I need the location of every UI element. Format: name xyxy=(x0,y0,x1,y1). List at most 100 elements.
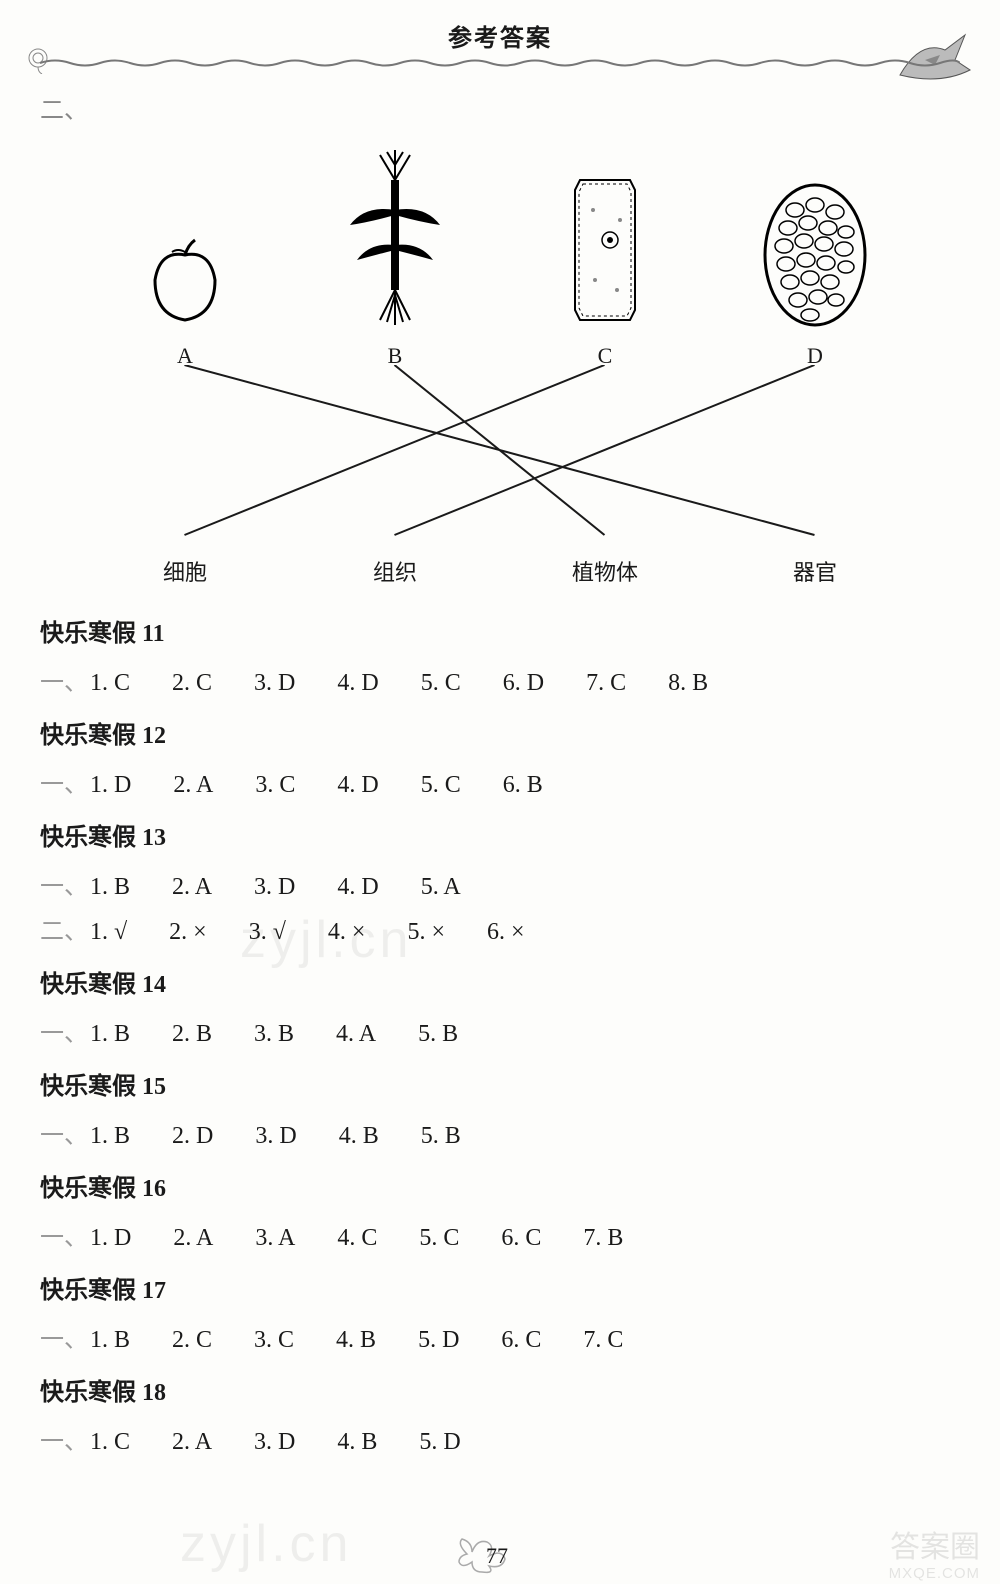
answer-row: 二、1. √2. ×3. √4. ×5. ×6. × xyxy=(40,911,960,946)
answer-item: 1. B xyxy=(90,1327,130,1354)
answer-item: 1. C xyxy=(90,1429,130,1456)
answer-block: 快乐寒假 12 一、1. D 2. A 3. C 4. D 5. C 6. B xyxy=(40,715,960,799)
page-header: 参考答案 xyxy=(40,10,960,80)
row-prefix: 一、 xyxy=(40,1319,88,1354)
answer-item: 2. A xyxy=(173,772,213,799)
answer-item: 3. D xyxy=(254,1429,295,1456)
row-prefix: 二、 xyxy=(40,911,88,946)
answer-row: 一、1. C 2. A 3. D 4. B 5. D xyxy=(40,1421,960,1456)
row-prefix: 一、 xyxy=(40,866,88,901)
answer-item: 1. B xyxy=(90,1021,130,1048)
answer-item: 2. × xyxy=(169,919,207,946)
answer-item: 4. D xyxy=(337,670,378,697)
answer-item: 1. C xyxy=(90,670,130,697)
answer-item: 3. D xyxy=(255,1123,296,1150)
answer-item: 2. C xyxy=(172,1327,212,1354)
answer-row: 一、1. B2. A3. D4. D5. A xyxy=(40,866,960,901)
row-prefix: 一、 xyxy=(40,764,88,799)
answer-item: 7. B xyxy=(583,1225,623,1252)
matching-diagram: A B C D 细胞 组织 植物体 器官 xyxy=(80,135,920,595)
answer-item: 5. × xyxy=(407,919,445,946)
answer-block: 快乐寒假 15一、1. B2. D3. D4. B5. B xyxy=(40,1066,960,1150)
diagram-bottom-row: 细胞 组织 植物体 器官 xyxy=(80,555,920,587)
answer-item: 5. D xyxy=(419,1429,460,1456)
answer-item: 3. A xyxy=(255,1225,295,1252)
answer-item: 5. B xyxy=(421,1123,461,1150)
answer-item: 1. B xyxy=(90,874,130,901)
page-footer: 77 xyxy=(0,1534,1000,1574)
answer-row: 一、1. B2. D3. D4. B5. B xyxy=(40,1115,960,1150)
answer-item: 1. D xyxy=(90,772,131,799)
answer-item: 2. B xyxy=(172,1021,212,1048)
answer-item: 2. A xyxy=(172,1429,212,1456)
block-title: 快乐寒假 17 xyxy=(40,1270,960,1305)
diagram-top-row xyxy=(80,135,920,335)
block-title: 快乐寒假 16 xyxy=(40,1168,960,1203)
answer-item: 2. D xyxy=(172,1123,213,1150)
answer-blocks-container: 快乐寒假 11一、1. C2. C3. D4. D5. C6. D7. C8. … xyxy=(40,613,960,1456)
answer-item: 4. C xyxy=(337,1225,377,1252)
block-title: 快乐寒假 13 xyxy=(40,817,960,852)
answer-item: 6. × xyxy=(487,919,525,946)
answer-block: 快乐寒假 13一、1. B2. A3. D4. D5. A二、1. √2. ×3… xyxy=(40,817,960,946)
block-title: 快乐寒假 14 xyxy=(40,964,960,999)
answer-item: 6. C xyxy=(501,1225,541,1252)
answer-item: 2. A xyxy=(172,874,212,901)
answer-item: 4. B xyxy=(336,1327,376,1354)
diagram-item-a xyxy=(80,230,290,335)
answer-item: 4. D xyxy=(337,772,378,799)
diagram-item-b xyxy=(290,150,500,335)
row-prefix: 一、 xyxy=(40,1115,88,1150)
block-title: 快乐寒假 18 xyxy=(40,1372,960,1407)
plant-icon xyxy=(345,150,445,330)
answer-item: 3. C xyxy=(255,772,295,799)
section-two-label: 二、 xyxy=(40,90,960,125)
answer-block: 快乐寒假 17一、1. B2. C3. C4. B5. D6. C7. C xyxy=(40,1270,960,1354)
answer-item: 1. B xyxy=(90,1123,130,1150)
bottom-label-4: 器官 xyxy=(710,555,920,587)
answer-row: 一、1. B2. B3. B4. A5. B xyxy=(40,1013,960,1048)
row-prefix: 一、 xyxy=(40,662,88,697)
connection-lines xyxy=(80,365,920,545)
bottom-label-2: 组织 xyxy=(290,555,500,587)
answer-item: 1. √ xyxy=(90,919,127,946)
answer-item: 5. C xyxy=(419,1225,459,1252)
answer-item: 7. C xyxy=(586,670,626,697)
answer-item: 5. C xyxy=(421,772,461,799)
answer-item: 5. A xyxy=(421,874,461,901)
answer-item: 6. D xyxy=(503,670,544,697)
answer-item: 6. B xyxy=(503,772,543,799)
answer-item: 5. B xyxy=(418,1021,458,1048)
answer-item: 4. D xyxy=(337,874,378,901)
bottom-label-3: 植物体 xyxy=(500,555,710,587)
diagram-item-c xyxy=(500,170,710,335)
row-prefix: 一、 xyxy=(40,1217,88,1252)
answer-item: 6. C xyxy=(501,1327,541,1354)
header-title: 参考答案 xyxy=(40,10,960,53)
answer-item: 2. C xyxy=(172,670,212,697)
apple-icon xyxy=(140,230,230,330)
block-title: 快乐寒假 15 xyxy=(40,1066,960,1101)
answer-item: 5. D xyxy=(418,1327,459,1354)
page-number: 77 xyxy=(486,1543,508,1569)
block-title: 快乐寒假 12 xyxy=(40,715,960,750)
diagram-letter-row: A B C D xyxy=(80,335,920,369)
answer-row: 一、1. C 2. C 3. D 4. D 5. C 6. D 7. C 8. B xyxy=(40,662,960,697)
answer-item: 3. C xyxy=(254,1327,294,1354)
answer-item: 3. D xyxy=(254,670,295,697)
answer-block: 快乐寒假 16 一、1. D 2. A 3. A 4. C 5. C 6. C 7. B xyxy=(40,1168,960,1252)
answer-item: 4. × xyxy=(328,919,366,946)
answer-item: 4. A xyxy=(336,1021,376,1048)
block-title: 快乐寒假 11 xyxy=(40,613,960,648)
cell-icon xyxy=(565,170,645,330)
answer-item: 8. B xyxy=(668,670,708,697)
answer-block: 快乐寒假 11 一、1. C 2. C 3. D 4. D 5. C 6. D 7. C 8. … xyxy=(40,613,960,697)
row-prefix: 一、 xyxy=(40,1421,88,1456)
answer-item: 4. B xyxy=(337,1429,377,1456)
answer-item: 5. C xyxy=(421,670,461,697)
tissue-oval-icon xyxy=(760,180,870,330)
answer-block: 快乐寒假 14一、1. B2. B3. B4. A5. B xyxy=(40,964,960,1048)
answer-item: 3. B xyxy=(254,1021,294,1048)
answer-item: 2. A xyxy=(173,1225,213,1252)
answer-item: 1. D xyxy=(90,1225,131,1252)
